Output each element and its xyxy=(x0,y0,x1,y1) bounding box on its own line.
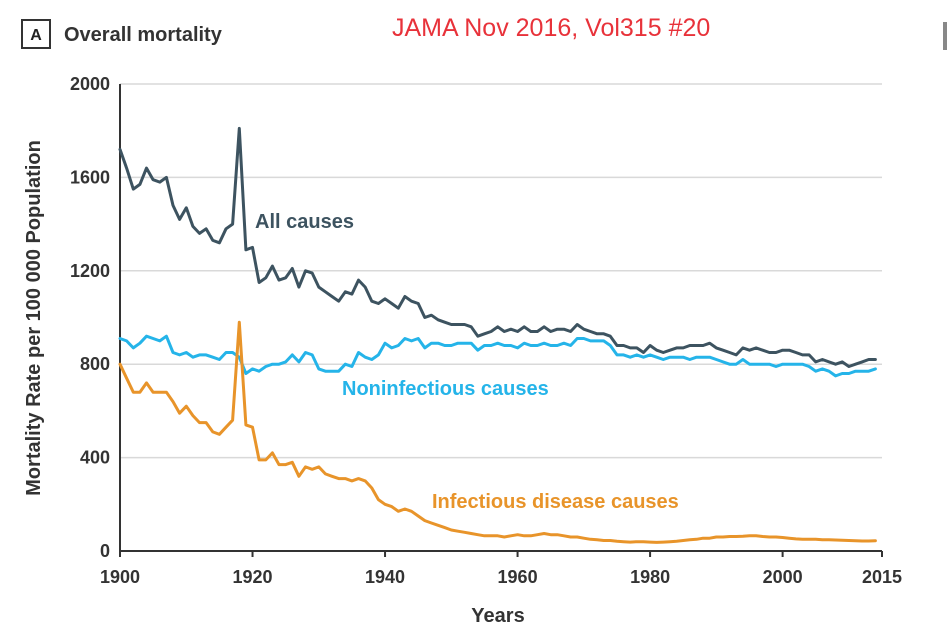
y-tick-label: 800 xyxy=(80,354,110,374)
x-tick-label: 1900 xyxy=(100,567,140,587)
chart-title: Overall mortality xyxy=(64,24,223,46)
x-tick-label: 1980 xyxy=(630,567,670,587)
x-tick-label: 1920 xyxy=(232,567,272,587)
series-line-noninfectious xyxy=(118,334,877,378)
x-tick-label: 2000 xyxy=(763,567,803,587)
series-label-noninfectious: Noninfectious causes xyxy=(342,378,549,400)
series-label-infectious: Infectious disease causes xyxy=(432,491,679,513)
axes xyxy=(119,84,883,557)
series-lines xyxy=(118,126,877,544)
x-tick-label: 2015 xyxy=(862,567,902,587)
panel-letter-box xyxy=(21,19,51,49)
series-line-infectious xyxy=(118,320,877,544)
x-tick-label: 1960 xyxy=(498,567,538,587)
y-tick-label: 1600 xyxy=(70,167,110,187)
y-tick-label: 2000 xyxy=(70,74,110,94)
y-tick-label: 0 xyxy=(100,541,110,561)
panel-letter: A xyxy=(30,27,42,44)
x-axis-title: Years xyxy=(471,605,524,627)
series-label-all-causes: All causes xyxy=(255,211,354,233)
source-note: JAMA Nov 2016, Vol315 #20 xyxy=(392,14,710,42)
y-tick-label: 400 xyxy=(80,448,110,468)
y-axis-title: Mortality Rate per 100 000 Population xyxy=(23,140,45,496)
series-line-all-causes xyxy=(118,126,877,368)
tick-labels: 0 400 800 1200 1600 2000 1900 1920 1940 1960 1980 2… xyxy=(70,74,902,587)
x-tick-label: 1940 xyxy=(365,567,405,587)
panel-separator xyxy=(943,22,947,50)
y-tick-label: 1200 xyxy=(70,261,110,281)
